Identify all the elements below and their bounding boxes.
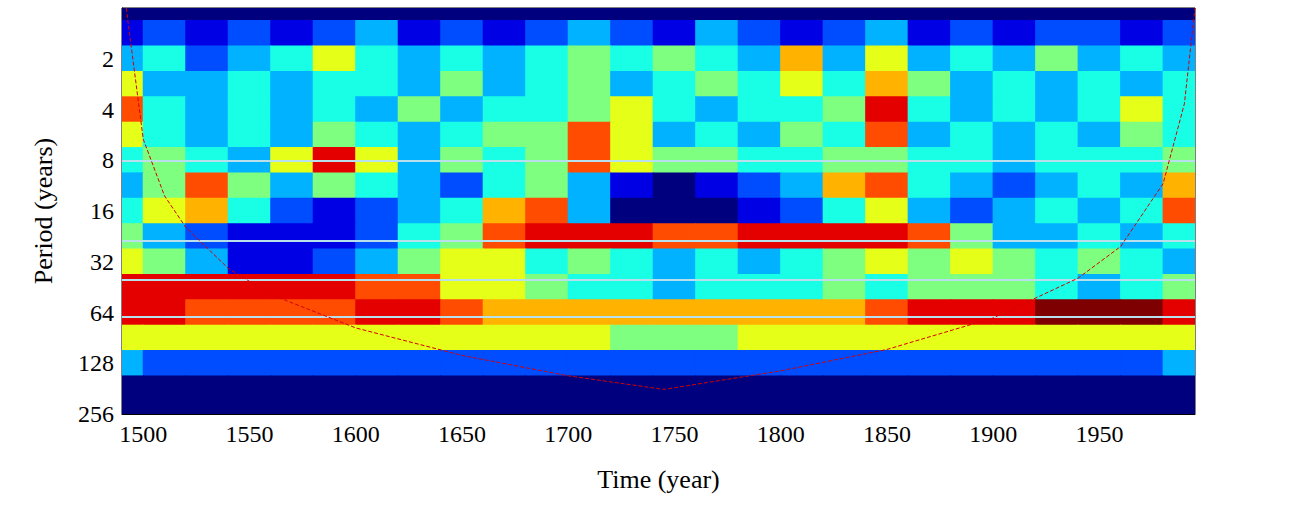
svg-text:1650: 1650 [438,421,486,447]
svg-text:32: 32 [90,249,114,275]
svg-text:1700: 1700 [544,421,592,447]
svg-text:Time (year): Time (year) [597,465,720,494]
svg-text:4: 4 [102,97,114,123]
svg-text:1800: 1800 [757,421,805,447]
svg-text:64: 64 [90,300,114,326]
svg-text:1750: 1750 [650,421,698,447]
svg-text:1850: 1850 [863,421,911,447]
svg-text:1950: 1950 [1075,421,1123,447]
svg-text:1900: 1900 [969,421,1017,447]
svg-text:1500: 1500 [119,421,167,447]
svg-text:Period (years): Period (years) [29,138,58,285]
svg-text:128: 128 [78,350,114,376]
svg-text:256: 256 [78,401,114,427]
svg-text:1550: 1550 [225,421,273,447]
svg-text:16: 16 [90,198,114,224]
svg-text:8: 8 [102,147,114,173]
svg-text:1600: 1600 [332,421,380,447]
svg-text:2: 2 [102,46,114,72]
